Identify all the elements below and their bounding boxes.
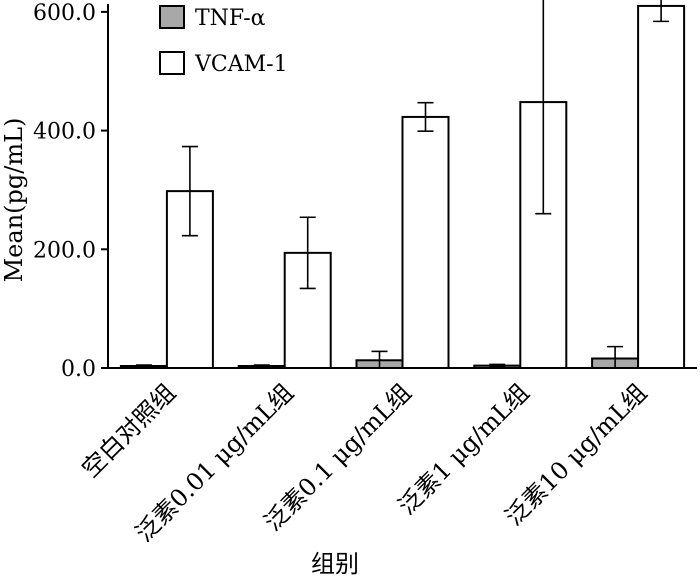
bar-vcam-1 xyxy=(637,4,686,369)
bar-vcam-1 xyxy=(401,115,450,369)
error-bars: * xyxy=(135,0,670,369)
legend-swatch xyxy=(159,5,185,29)
legend: TNF-α VCAM-1 xyxy=(159,5,288,77)
legend-label: TNF-α xyxy=(195,6,266,31)
legend-label: VCAM-1 xyxy=(194,52,288,77)
x-axis-label: 组别 xyxy=(311,550,359,577)
legend-swatch xyxy=(159,51,185,75)
y-ticks: 0.0 200.0 400.0 600.0 xyxy=(33,1,108,382)
y-tick-label: 600.0 xyxy=(33,1,96,26)
y-tick-label: 400.0 xyxy=(33,120,96,145)
y-tick-label: 200.0 xyxy=(33,238,96,263)
y-axis-label: Mean(pg/mL) xyxy=(0,118,28,283)
y-tick-label: 0.0 xyxy=(61,357,96,382)
x-tick-label: 空白对照组 xyxy=(76,378,181,483)
